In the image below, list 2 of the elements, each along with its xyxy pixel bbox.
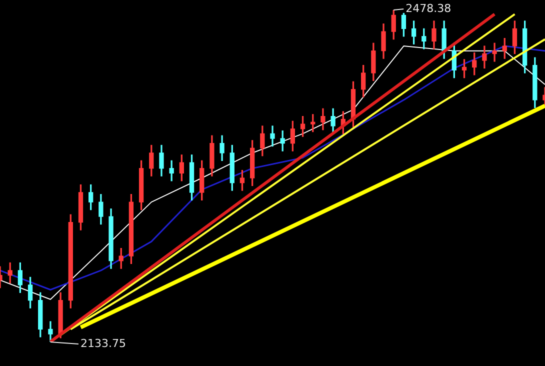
annotation: 2133.75	[80, 336, 126, 350]
annotation: 2478.38	[406, 2, 452, 15]
